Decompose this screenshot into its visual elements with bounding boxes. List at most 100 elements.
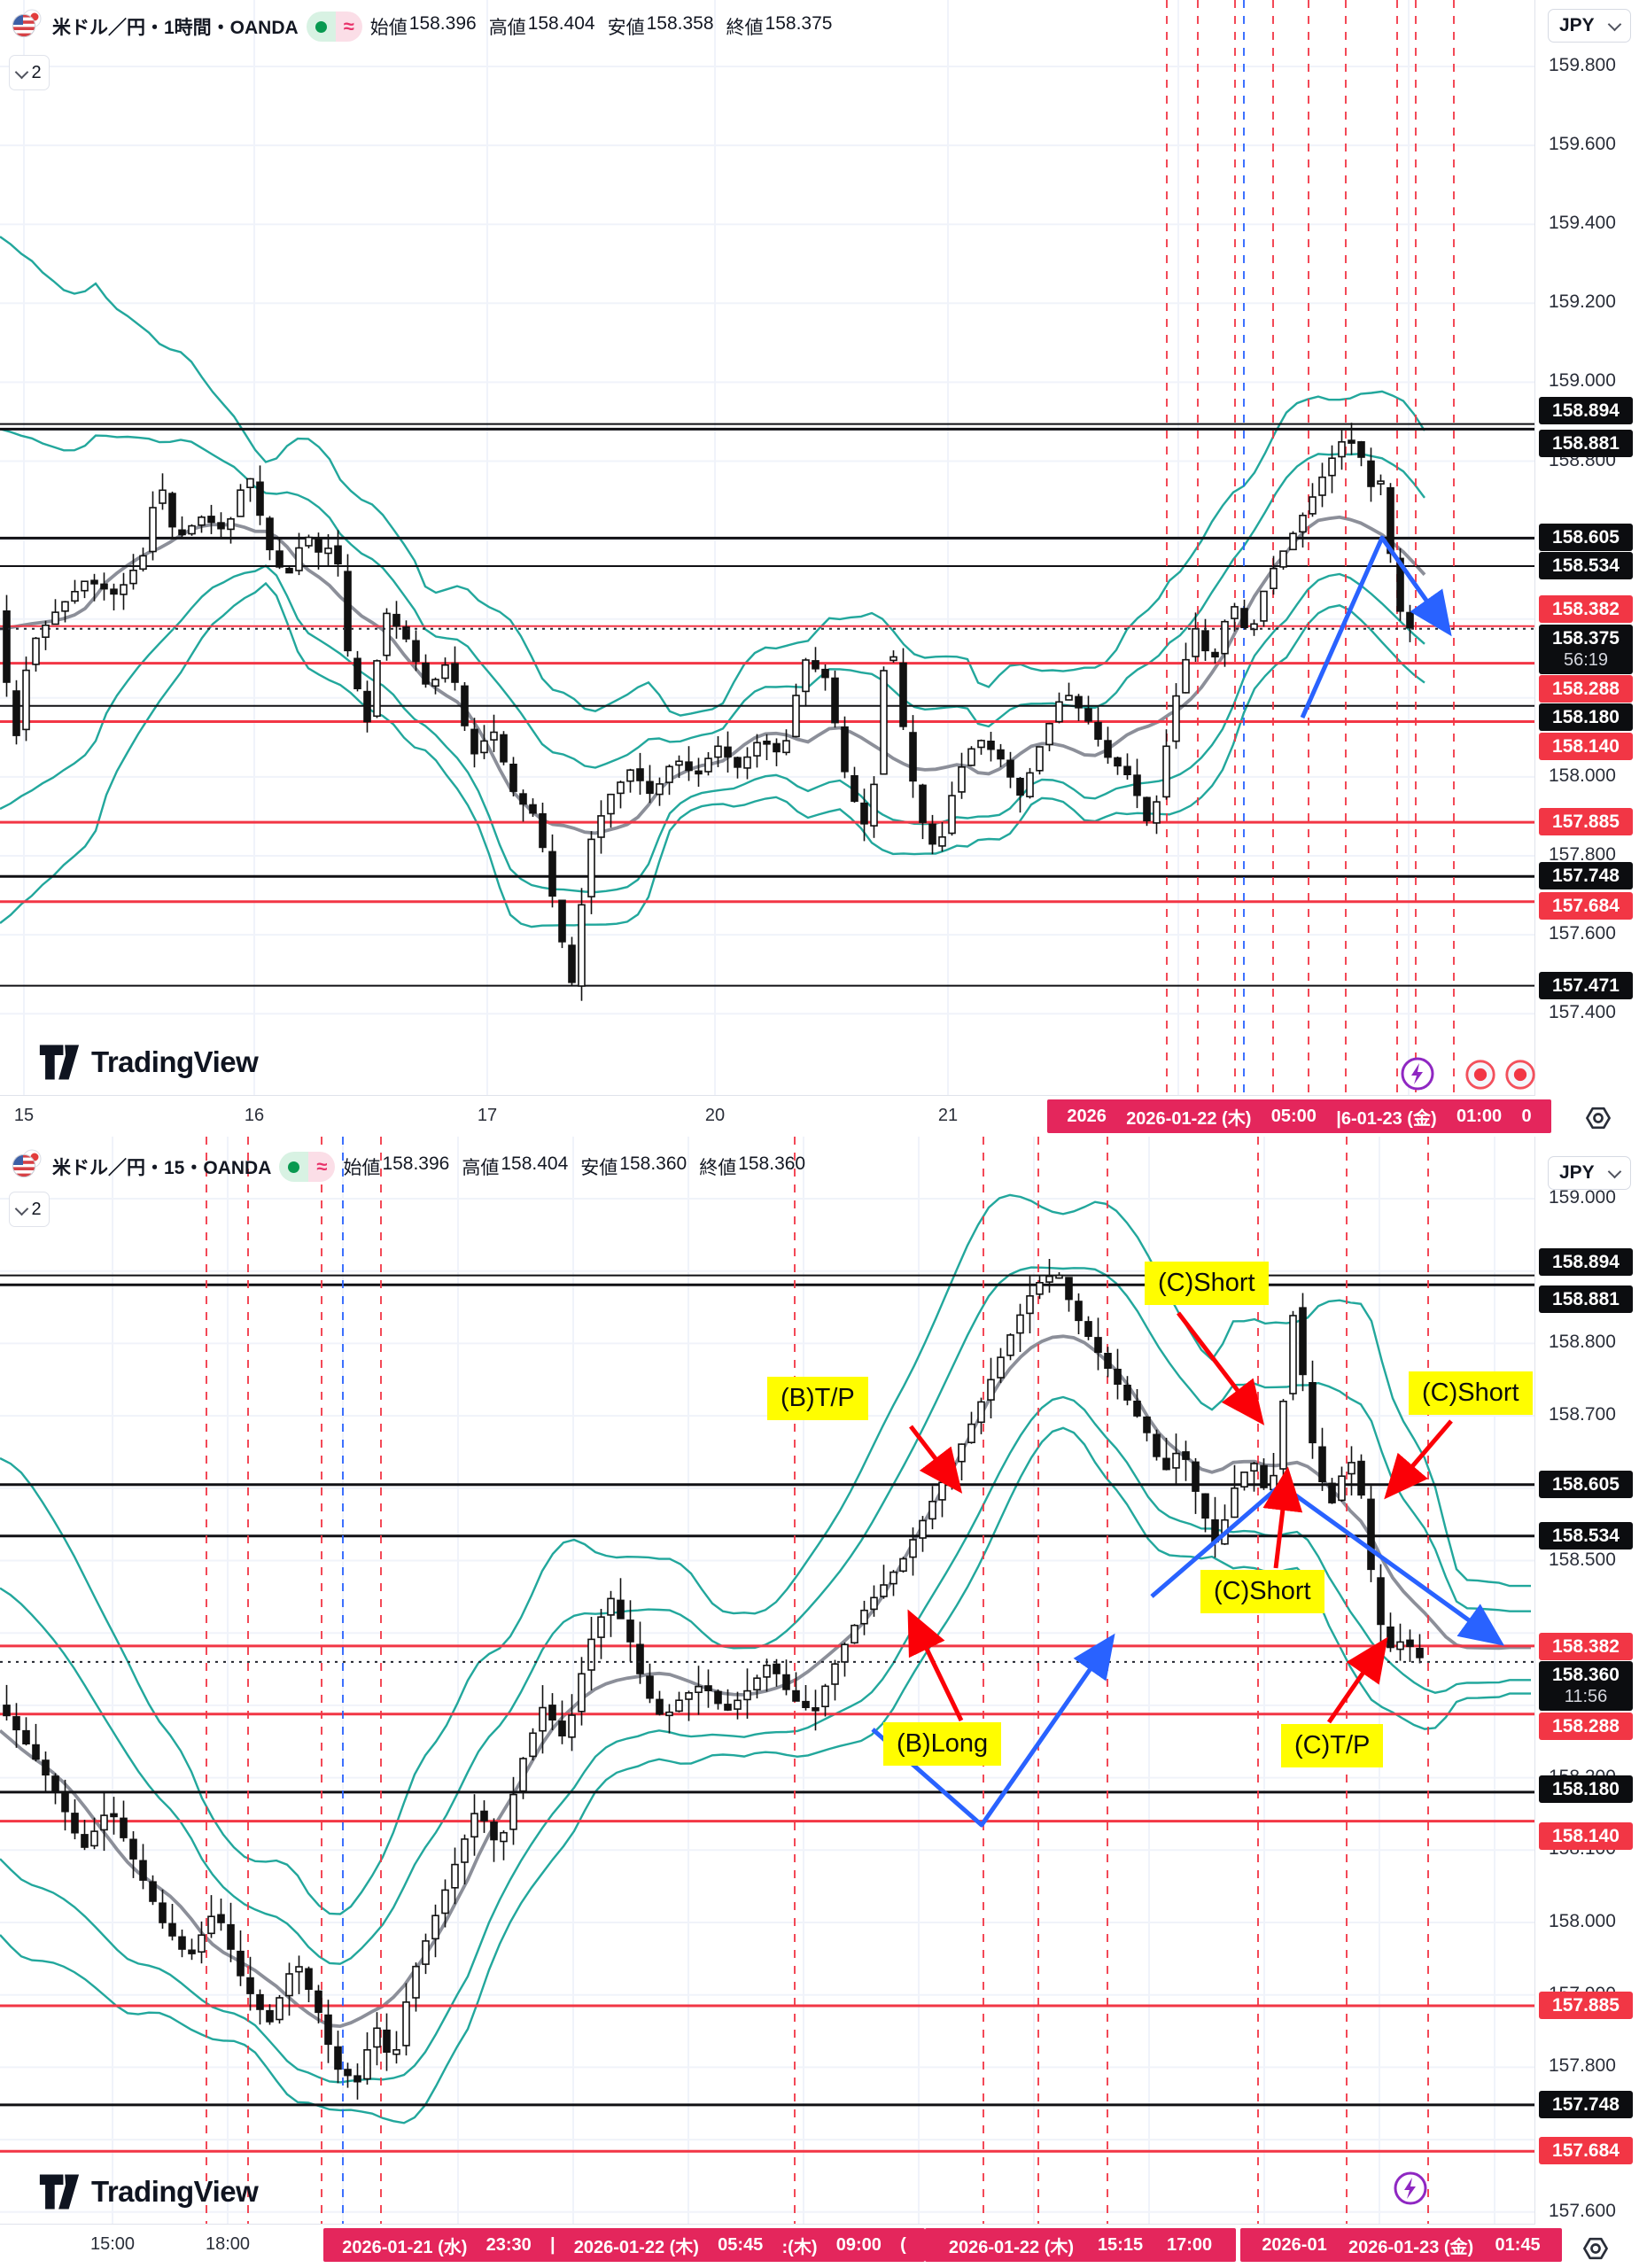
price-level-badge: 157.885 xyxy=(1539,1992,1633,2019)
record-icon[interactable] xyxy=(1503,1058,1537,1096)
indicators-collapse-button[interactable]: 2 xyxy=(9,55,50,90)
data-ok-icon xyxy=(279,1152,309,1182)
date-range-highlight: 2026-01-22 (木) 15:15 17:00 xyxy=(925,2228,1236,2262)
time-axis-1h[interactable]: 15 16 17 20 21 2026 2026-01-22 (木) 05:00 |6-01-2… xyxy=(0,1095,1551,1137)
chart-header-1h: 米ドル／円・1時間・OANDA ≈ 始値 158.396 高値 158.404 安値… xyxy=(11,7,832,46)
date-label: 2026-01-21 (水) xyxy=(342,2237,468,2257)
delayed-data-icon: ≈ xyxy=(335,12,362,42)
axis-price-label: 159.000 xyxy=(1549,1187,1616,1208)
axis-price-label: 158.800 xyxy=(1549,1332,1616,1353)
trade-annotation-label[interactable]: (B)Long xyxy=(883,1722,1002,1766)
price-level-badge: 157.471 xyxy=(1539,971,1633,999)
price-level-badge: 158.288 xyxy=(1539,674,1633,703)
symbol-flag-icon[interactable] xyxy=(11,7,44,46)
date-label: 17:00 xyxy=(1166,2234,1213,2255)
indicator-count: 2 xyxy=(31,1199,42,1219)
date-range-highlight: 2026 2026-01-22 (木) 05:00 |6-01-23 (金) 01:00… xyxy=(1047,1099,1551,1133)
tradingview-logo-text: TradingView xyxy=(91,2175,259,2208)
indicators-collapse-button[interactable]: 2 xyxy=(9,1192,50,1227)
price-level-badge: 158.180 xyxy=(1539,703,1633,731)
data-ok-icon xyxy=(306,12,336,42)
price-level-badge: 157.748 xyxy=(1539,862,1633,890)
chevron-down-icon xyxy=(1607,1164,1622,1178)
trade-annotation-label[interactable]: (B)T/P xyxy=(767,1377,868,1420)
date-label: 01:45 xyxy=(1495,2234,1541,2255)
trade-annotation-label[interactable]: (C)Short xyxy=(1200,1570,1324,1613)
candlestick-plot-1h[interactable] xyxy=(0,0,1534,1095)
gear-icon[interactable] xyxy=(1580,2233,1612,2268)
price-level-badge: 158.180 xyxy=(1539,1775,1633,1803)
record-icon[interactable] xyxy=(1464,1058,1497,1096)
chevron-down-icon xyxy=(15,65,29,79)
open-label: 始値 xyxy=(343,1158,381,1178)
price-level-badge: 158.534 xyxy=(1539,1521,1633,1550)
axis-price-label: 159.400 xyxy=(1549,213,1616,234)
candlestick-plot-15m[interactable] xyxy=(0,1137,1534,2224)
date-label: 09:00 xyxy=(835,2234,882,2255)
currency-selector[interactable]: JPY xyxy=(1548,9,1631,43)
date-label: | xyxy=(549,2234,555,2255)
tradingview-logo-icon xyxy=(39,1045,80,1080)
trade-annotation-label[interactable]: (C)Short xyxy=(1409,1371,1533,1415)
price-level-badge: 158.288 xyxy=(1539,1712,1633,1740)
date-label: |6-01-23 (金) xyxy=(1336,1108,1437,1129)
price-level-badge: 158.894 xyxy=(1539,1247,1633,1276)
axis-price-label: 157.800 xyxy=(1549,2055,1616,2077)
price-axis-1h[interactable]: JPY 159.800 159.600 159.400 159.200 159.000 1… xyxy=(1534,0,1639,1137)
tradingview-logo[interactable]: TradingView xyxy=(39,1044,259,1081)
tradingview-logo-icon xyxy=(39,2174,80,2210)
date-label: 2026-01-22 (木) xyxy=(1126,1108,1252,1129)
date-label: 2026-01-22 (木) xyxy=(573,2237,699,2257)
price-level-badge: 158.140 xyxy=(1539,1821,1633,1850)
time-axis-tick: 20 xyxy=(704,1106,726,1125)
axis-price-label: 158.000 xyxy=(1549,1911,1616,1931)
date-label: :(木) xyxy=(781,2237,818,2257)
date-label: 2026-01-23 (金) xyxy=(1348,2237,1474,2257)
chart-title[interactable]: 米ドル／円・1時間・OANDA xyxy=(52,18,299,38)
price-axis-15m[interactable]: JPY 159.000158.800158.700158.500158.2001… xyxy=(1534,1137,1639,2268)
price-level-badge: 158.382 xyxy=(1539,1632,1633,1660)
axis-price-label: 157.600 xyxy=(1549,2200,1616,2221)
market-status-chip[interactable]: ≈ xyxy=(279,1152,336,1182)
close-label: 終値 xyxy=(726,18,764,38)
trade-annotation-label[interactable]: (C)T/P xyxy=(1281,1724,1384,1767)
price-level-badge: 158.881 xyxy=(1539,1285,1633,1314)
price-level-badge: 158.140 xyxy=(1539,732,1633,760)
market-status-chip[interactable]: ≈ xyxy=(306,12,362,42)
price-level-badge: 158.534 xyxy=(1539,552,1633,579)
currency-label: JPY xyxy=(1559,1162,1595,1183)
date-range-highlight: 2026-01-21 (水) 23:30 | 2026-01-22 (木) 05:45:… xyxy=(323,2228,925,2262)
lightning-icon[interactable] xyxy=(1393,2171,1428,2210)
time-axis-tick: 16 xyxy=(244,1106,265,1125)
close-label: 終値 xyxy=(699,1158,737,1178)
axis-price-label: 157.400 xyxy=(1549,1002,1616,1023)
time-axis-tick: 17 xyxy=(477,1106,498,1125)
close-value: 158.360 xyxy=(738,1153,806,1174)
axis-price-label: 159.200 xyxy=(1549,291,1616,313)
axis-price-label: 159.800 xyxy=(1549,55,1616,75)
price-level-badge: 157.684 xyxy=(1539,2137,1633,2165)
chart-title[interactable]: 米ドル／円・15・OANDA xyxy=(52,1158,272,1178)
current-price-badge: 158.375 56:19 xyxy=(1539,624,1633,674)
trade-annotation-label[interactable]: (C)Short xyxy=(1145,1262,1269,1305)
low-value: 158.360 xyxy=(619,1153,687,1174)
time-axis-tick: 15:00 xyxy=(89,2234,136,2254)
gear-icon[interactable] xyxy=(1582,1102,1614,1137)
currency-selector[interactable]: JPY xyxy=(1548,1156,1631,1190)
time-axis-tick: 18:00 xyxy=(205,2234,251,2254)
time-axis-15m[interactable]: 15:00 18:00 2026-01-21 (水) 23:30 | 2026-01-22… xyxy=(0,2224,1562,2268)
lightning-icon[interactable] xyxy=(1400,1056,1435,1096)
tradingview-logo-text: TradingView xyxy=(91,1045,259,1078)
chart-header-15m: 米ドル／円・15・OANDA ≈ 始値 158.396 高値 158.404 安値 1… xyxy=(11,1147,805,1186)
date-label: 0 xyxy=(1521,1106,1532,1126)
date-label: 05:45 xyxy=(718,2234,764,2255)
tradingview-logo[interactable]: TradingView xyxy=(39,2173,259,2210)
price-level-badge: 158.881 xyxy=(1539,430,1633,458)
price-level-badge: 157.748 xyxy=(1539,2090,1633,2118)
axis-price-label: 157.800 xyxy=(1549,844,1616,865)
axis-price-label: 158.500 xyxy=(1549,1549,1616,1570)
ohlc-values: 始値 158.396 高値 158.404 安値 158.358 終値 158.375 xyxy=(370,13,833,40)
date-label: 01:00 xyxy=(1456,1106,1503,1126)
symbol-flag-icon[interactable] xyxy=(11,1147,44,1186)
date-label: 23:30 xyxy=(485,2234,532,2255)
